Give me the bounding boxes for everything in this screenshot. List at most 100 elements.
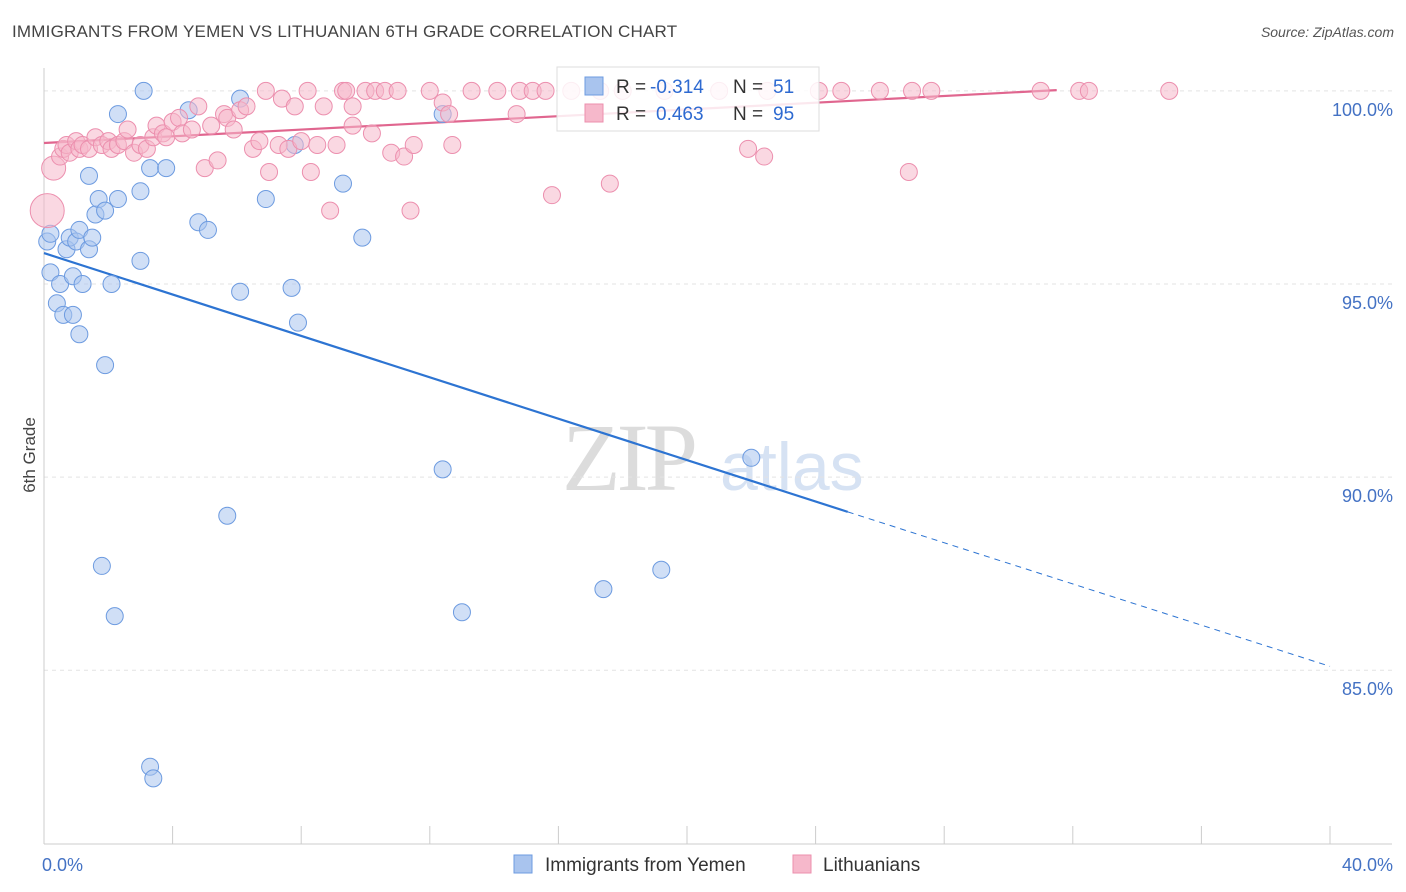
- legend: Immigrants from Yemen Lithuanians: [513, 854, 920, 876]
- point-yemen: [83, 228, 102, 247]
- point-lithuanians: [739, 139, 758, 158]
- y-tick-label: 90.0%: [1342, 486, 1393, 506]
- point-yemen: [333, 174, 352, 193]
- point-yemen: [256, 190, 275, 209]
- point-lithuanians: [343, 116, 362, 135]
- point-yemen: [157, 159, 176, 178]
- point-lithuanians: [401, 201, 420, 220]
- gridlines: [44, 90, 1392, 671]
- point-lithuanians: [870, 81, 889, 100]
- point-lithuanians: [118, 120, 137, 139]
- point-yemen: [288, 313, 307, 332]
- stats-n-value-yemen: 51: [773, 77, 794, 98]
- stats-box: R = -0.314 N = 51 R = 0.463 N = 95: [556, 66, 820, 132]
- point-yemen: [108, 105, 127, 124]
- legend-swatch-yemen: [513, 854, 533, 874]
- point-lithuanians: [202, 116, 221, 135]
- point-lithuanians: [536, 81, 555, 100]
- point-lithuanians: [314, 97, 333, 116]
- stats-r-value-lithuanians: 0.463: [656, 104, 704, 125]
- point-yemen: [131, 251, 150, 270]
- stats-n-value-lithuanians: 95: [773, 104, 794, 125]
- point-lithuanians: [327, 135, 346, 154]
- point-lithuanians: [256, 81, 275, 100]
- point-lithuanians: [542, 186, 561, 205]
- point-lithuanians: [285, 97, 304, 116]
- point-yemen: [433, 460, 452, 479]
- x-tick-label: 0.0%: [42, 855, 83, 875]
- point-lithuanians: [182, 120, 201, 139]
- stats-swatch-yemen: [584, 76, 604, 96]
- point-lithuanians: [321, 201, 340, 220]
- point-lithuanians: [1079, 81, 1098, 100]
- point-lithuanians: [1031, 81, 1050, 100]
- legend-label-lithuanians: Lithuanians: [823, 855, 920, 876]
- point-lithuanians: [899, 163, 918, 181]
- point-yemen: [141, 159, 160, 178]
- point-lithuanians: [440, 105, 459, 124]
- point-lithuanians: [301, 163, 320, 181]
- point-lithuanians: [1160, 81, 1179, 100]
- point-lithuanians: [157, 128, 176, 147]
- point-lithuanians: [395, 147, 414, 166]
- watermark: ZIP atlas: [562, 404, 864, 511]
- point-lithuanians: [362, 124, 381, 143]
- point-lithuanians: [420, 81, 439, 100]
- point-lithuanians: [462, 81, 481, 100]
- point-yemen: [131, 182, 150, 201]
- y-axis-label: 6th Grade: [20, 417, 39, 493]
- point-lithuanians: [298, 81, 317, 100]
- trend-line-yemen-extension: [847, 511, 1331, 667]
- point-yemen: [73, 275, 92, 293]
- point-lithuanians: [343, 97, 362, 116]
- point-yemen: [92, 556, 111, 575]
- point-yemen: [452, 603, 471, 622]
- point-lithuanians: [922, 81, 941, 100]
- point-yemen: [198, 220, 217, 239]
- point-lithuanians: [755, 147, 774, 166]
- chart-title: IMMIGRANTS FROM YEMEN VS LITHUANIAN 6TH …: [12, 22, 678, 41]
- point-lithuanians: [404, 135, 423, 154]
- point-yemen: [102, 275, 121, 293]
- stats-n-label-yemen: N =: [733, 77, 763, 98]
- point-yemen: [63, 305, 82, 324]
- point-lithuanians: [337, 81, 356, 100]
- point-lithuanians: [292, 132, 311, 151]
- legend-label-yemen: Immigrants from Yemen: [545, 855, 746, 876]
- point-yemen: [652, 560, 671, 579]
- y-tick-label: 95.0%: [1342, 293, 1393, 313]
- point-yemen: [144, 769, 163, 788]
- point-lithuanians: [600, 174, 619, 193]
- point-lithuanians: [237, 97, 256, 116]
- stats-swatch-lithuanians: [584, 103, 604, 123]
- point-yemen: [108, 190, 127, 209]
- point-yemen: [282, 278, 301, 297]
- point-lithuanians: [443, 135, 462, 154]
- x-tick-label: 40.0%: [1342, 855, 1393, 875]
- point-yemen: [70, 325, 89, 344]
- point-yemen: [134, 81, 153, 100]
- point-yemen: [742, 448, 761, 467]
- point-yemen: [594, 580, 613, 599]
- point-lithuanians: [903, 81, 922, 100]
- point-lithuanians: [488, 81, 507, 100]
- point-yemen: [96, 201, 115, 220]
- point-yemen: [41, 263, 60, 282]
- point-lithuanians: [388, 81, 407, 100]
- tick-labels: 100.0% 95.0% 90.0% 85.0% 0.0% 40.0%: [42, 100, 1393, 875]
- point-yemen: [218, 506, 237, 525]
- point-lithuanians: [308, 135, 327, 154]
- point-lithuanians: [29, 193, 65, 229]
- point-yemen: [353, 228, 372, 247]
- point-lithuanians: [189, 97, 208, 116]
- point-lithuanians: [208, 151, 227, 170]
- point-lithuanians: [832, 81, 851, 100]
- axes: [43, 68, 1392, 845]
- watermark-zip: ZIP: [562, 404, 695, 511]
- trend-lines: [43, 89, 1331, 667]
- point-yemen: [231, 282, 250, 301]
- point-lithuanians: [260, 163, 279, 181]
- y-tick-label: 85.0%: [1342, 679, 1393, 699]
- stats-r-label-yemen: R =: [616, 77, 646, 98]
